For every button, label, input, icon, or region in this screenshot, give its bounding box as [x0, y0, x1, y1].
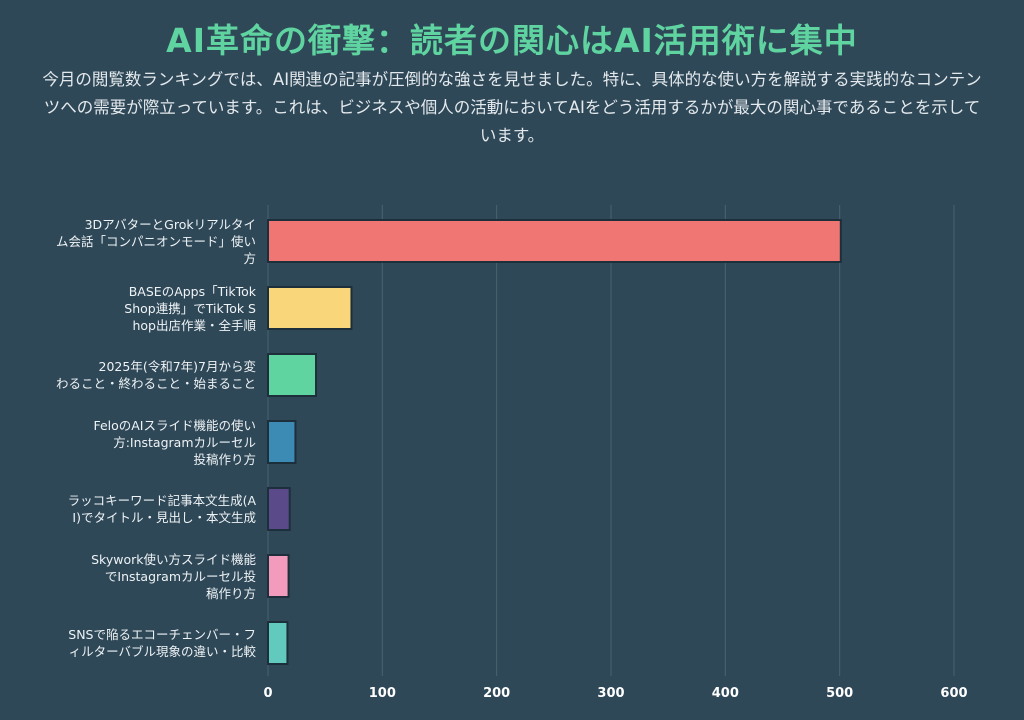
category-label-line: BASEのApps「TikTok: [128, 283, 256, 299]
category-label: 2025年(令和7年)7月から変わること・終わること・始まること: [30, 358, 256, 392]
category-label-line: でInstagramカルーセル投: [104, 568, 256, 584]
x-tick-label: 500: [826, 686, 854, 701]
bar: [267, 219, 842, 263]
category-label-line: わること・終わること・始まること: [55, 376, 256, 391]
bar: [267, 487, 291, 531]
category-label-line: SNSで陥るエコーチェンバー・フ: [68, 627, 256, 642]
category-label-line: 稿作り方: [205, 585, 256, 601]
category-label-line: 3DアバターとGrokリアルタイ: [84, 216, 256, 232]
category-label-line: ム会話「コンパニオンモード」使い: [55, 233, 256, 249]
category-label-line: Shop連携」でTikTok S: [124, 300, 256, 316]
category-label-line: ラッコキーワード記事本文生成(A: [67, 493, 256, 508]
x-tick-label: 200: [483, 686, 511, 701]
bar: [267, 621, 289, 665]
category-label-line: hop出店作業・全手順: [132, 317, 256, 333]
bar: [267, 286, 353, 330]
bar: [267, 420, 297, 464]
x-tick-label: 300: [597, 686, 625, 701]
bar: [267, 353, 318, 397]
category-label-line: I)でタイトル・見出し・本文生成: [72, 510, 256, 525]
x-tick-label: 600: [940, 686, 968, 701]
x-tick-label: 100: [368, 686, 396, 701]
category-label-line: 方:Instagramカルーセル: [113, 434, 256, 450]
category-label-line: 投稿作り方: [193, 451, 256, 467]
category-label: FeloのAIスライド機能の使い 方:Instagramカルーセル 投稿作り方: [30, 417, 256, 468]
bar: [267, 554, 290, 598]
x-tick-label: 0: [263, 686, 273, 701]
category-label: Skywork使い方スライド機能 でInstagramカルーセル投 稿作り方: [30, 551, 256, 602]
x-tick-label: 400: [711, 686, 739, 701]
category-label-line: ィルターバブル現象の違い・比較: [68, 644, 256, 659]
chart-title: AI革命の衝撃：読者の関心はAI活用術に集中: [166, 21, 858, 60]
category-label-line: FeloのAIスライド機能の使い: [93, 417, 256, 433]
chart-subtitle: 今月の閲覧数ランキングでは、AI関連の記事が圧倒的な強さを見せました。特に、具体…: [42, 70, 982, 145]
category-label-line: Skywork使い方スライド機能: [91, 551, 256, 567]
category-label: 3DアバターとGrokリアルタイ ム会話「コンパニオンモード」使い方: [30, 216, 256, 267]
category-label: SNSで陥るエコーチェンバー・フ ィルターバブル現象の違い・比較: [30, 626, 256, 660]
category-label-line: 2025年(令和7年)7月から変: [98, 359, 256, 374]
category-label-line: 方: [243, 250, 256, 266]
category-label: ラッコキーワード記事本文生成(A I)でタイトル・見出し・本文生成: [30, 492, 256, 526]
